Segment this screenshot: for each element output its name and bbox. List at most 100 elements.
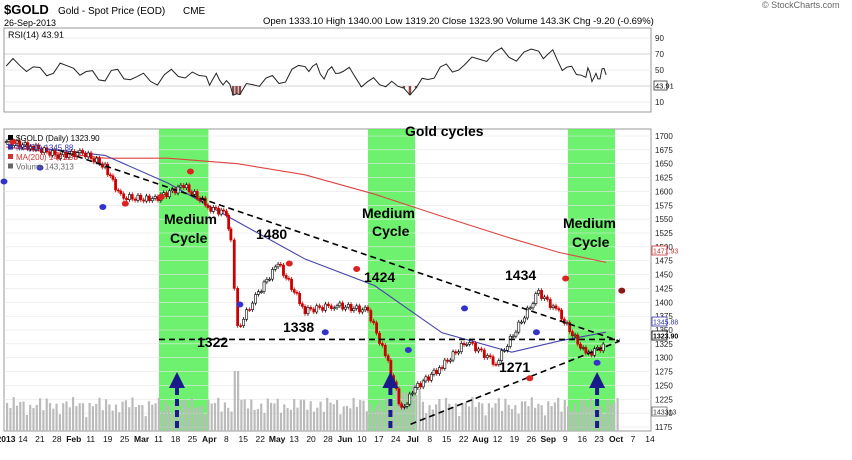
cycle-dot [321,329,329,336]
volume-bar [537,403,540,431]
price-candle-body [332,307,336,310]
x-tick-label: 25 [188,434,198,444]
price-candle-body [380,343,384,346]
price-candle-body [548,299,552,308]
volume-bar [369,403,372,431]
x-tick-label: 10 [357,434,367,444]
price-candle-body [440,367,444,369]
price-candle-body [375,322,379,334]
volume-bar [95,403,98,431]
volume-bar [471,397,474,431]
price-candle-body [346,304,350,308]
volume-bar [606,399,609,431]
legend-entry: Volume 143,313 [16,163,74,172]
price-candle-body [400,403,404,408]
volume-bar [444,397,448,431]
volume-bar [534,407,537,431]
price-candle-body [437,367,441,374]
trendline-1 [57,149,620,342]
volume-bar [250,399,253,431]
price-candle-body [279,263,283,266]
price-candle-body [190,191,194,195]
y-tick-label: 1325 [655,340,673,349]
volume-bar [616,398,619,431]
y-tick-label: 1250 [655,381,673,390]
price-candle-body [185,184,188,189]
cycle-bands [159,129,616,431]
price-candle-body [411,392,414,395]
volume-bar [48,403,52,431]
volume-bar [197,406,200,431]
chart-title: Gold cycles [405,123,484,139]
price-candle-body [309,307,313,310]
x-tick-label: 13 [289,434,299,444]
x-tick-label: 15 [239,434,249,444]
price-candle-body [295,292,299,294]
price-candle-body [37,144,41,150]
volume-bar [497,398,500,431]
price-candle-body [557,308,561,311]
volume-bar [128,407,131,431]
price-candle-body [341,302,345,310]
x-tick-label: 28 [323,434,333,444]
price-candle-body [593,348,596,356]
rsi-line [5,47,607,96]
volume-bar [81,403,85,431]
volume-bar [114,404,118,431]
x-tick-label: May [269,434,286,444]
volume-bar [25,414,28,431]
y-tick-label: 1475 [655,257,673,266]
x-tick-label: Oct [609,434,623,444]
price-candle-body [227,215,231,230]
price-candle-body [579,343,582,349]
level-1480-label: 1480 [256,226,287,242]
close-label-box [651,330,668,341]
legend-swatch [8,135,13,140]
volume-bar [151,404,154,431]
volume-bar [210,403,213,431]
price-candle-body [568,322,572,332]
x-tick-label: 7 [631,434,636,444]
price-candle-body [292,289,296,293]
volume-bar [580,400,583,431]
volume-bar [464,402,467,431]
volume-bar [72,397,75,431]
volume-bar [111,410,114,431]
price-candle-body [26,142,30,150]
price-candle-body [268,278,272,281]
trendlines [57,149,620,425]
volume-bar [204,414,207,431]
price-candle-body [45,147,49,153]
price-candle-body [462,343,466,346]
cycle-arrow-head-1 [168,372,185,388]
x-tick-label: 22 [255,434,265,444]
volume-bar [12,397,15,431]
volume-bar [319,401,322,431]
price-candle-body [335,305,339,309]
volume-bar [141,405,144,431]
volume-bar [491,407,494,431]
volume-bar [105,399,108,431]
volume-bar [45,398,48,431]
volume-bar [75,406,78,431]
cycle-dot [562,275,570,282]
x-tick-label: 9 [563,434,568,444]
x-tick-label: 19 [103,434,113,444]
volume-bar [240,399,243,431]
rsi-series [5,47,607,96]
price-candle-body [596,347,599,349]
volume-bar [187,407,190,431]
price-candle-body [511,335,515,338]
y-tick-label: 1700 [655,132,673,141]
legend-swatch [8,144,13,150]
volume-label-box [651,406,668,417]
volume-bar [263,412,266,431]
price-candle-body [34,144,38,151]
volume-bar [421,401,424,431]
price-candle-body [232,239,236,289]
price-candle-body [402,406,406,408]
x-tick-label: 11 [154,434,163,444]
volume-bar [402,392,405,431]
volume-bar [78,403,81,431]
